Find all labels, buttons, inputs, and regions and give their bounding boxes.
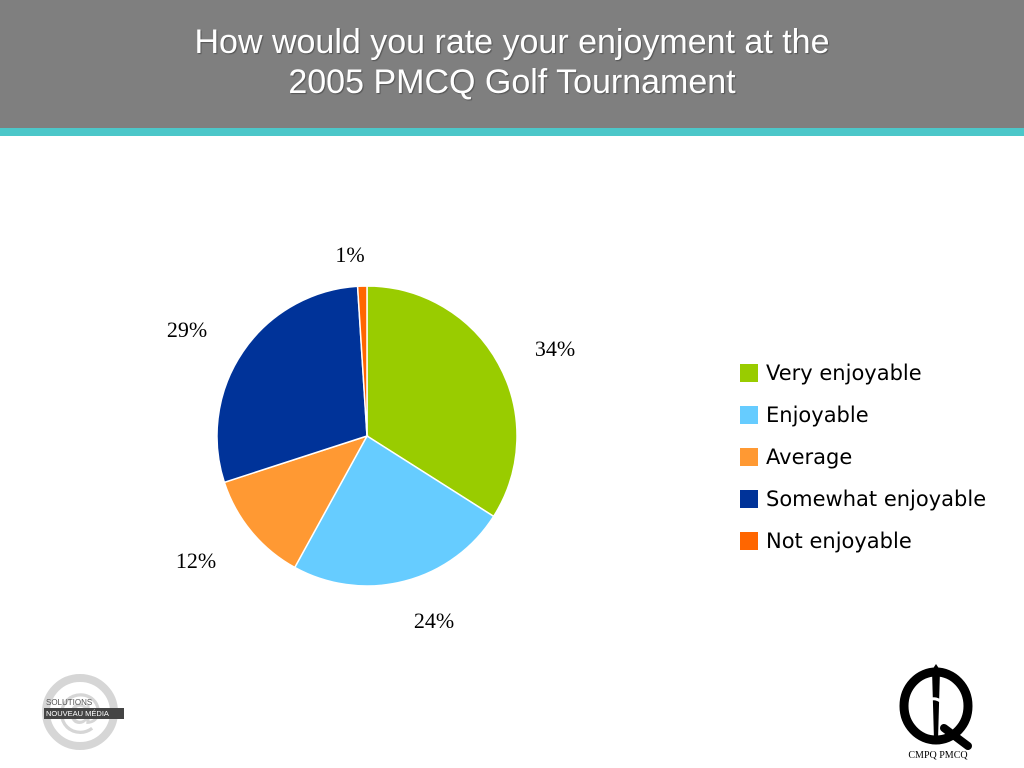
legend-label-average: Average [766, 445, 853, 469]
legend-item-average: Average [740, 436, 1020, 478]
legend-item-not-enjoyable: Not enjoyable [740, 520, 1020, 562]
legend-swatch-very-enjoyable [740, 364, 758, 382]
legend-item-somewhat-enjoyable: Somewhat enjoyable [740, 478, 1020, 520]
legend-swatch-not-enjoyable [740, 532, 758, 550]
header-accent-stripe [0, 128, 1024, 136]
legend-swatch-somewhat-enjoyable [740, 490, 758, 508]
legend-label-enjoyable: Enjoyable [766, 403, 869, 427]
legend-swatch-average [740, 448, 758, 466]
pie-slice-somewhat-enjoyable [216, 285, 368, 484]
pie-label-average: 12% [176, 548, 216, 573]
title-line-1: How would you rate your enjoyment at the [194, 23, 830, 61]
pie-slice-very-enjoyable [366, 285, 518, 518]
chart-legend: Very enjoyable Enjoyable Average Somewhat e… [740, 352, 1020, 562]
legend-item-enjoyable: Enjoyable [740, 394, 1020, 436]
title-line-2: 2005 PMCQ Golf Tournament [288, 63, 736, 101]
legend-label-not-enjoyable: Not enjoyable [766, 529, 912, 553]
legend-label-somewhat-enjoyable: Somewhat enjoyable [766, 487, 987, 511]
pie-label-very-enjoyable: 34% [535, 336, 575, 361]
slide-title: How would you rate your enjoyment at the… [0, 22, 1024, 102]
logo-left-line-2: NOUVEAU MÉDIA [46, 709, 109, 718]
pie-slice-average [223, 434, 369, 569]
pie-label-enjoyable: 24% [414, 608, 454, 633]
pie-labels: 34% 24% 12% 29% 1% [167, 242, 575, 633]
logo-right-text: CMPQ PMCQ [908, 750, 968, 761]
pie-label-not-enjoyable: 1% [335, 242, 364, 267]
pie-slice-enjoyable [293, 434, 495, 587]
pie-slices [216, 285, 518, 587]
solutions-nouveau-media-logo: @ SOLUTIONS NOUVEAU MÉDIA [42, 674, 124, 750]
cmpq-pmcq-logo: CMPQ PMCQ [899, 664, 973, 761]
pie-label-somewhat-enjoyable: 29% [167, 317, 207, 342]
legend-label-very-enjoyable: Very enjoyable [766, 361, 922, 385]
logo-left-line-1: SOLUTIONS [46, 698, 92, 707]
pie-slice-not-enjoyable [356, 285, 368, 437]
legend-swatch-enjoyable [740, 406, 758, 424]
legend-item-very-enjoyable: Very enjoyable [740, 352, 1020, 394]
header-bar [0, 0, 1024, 128]
